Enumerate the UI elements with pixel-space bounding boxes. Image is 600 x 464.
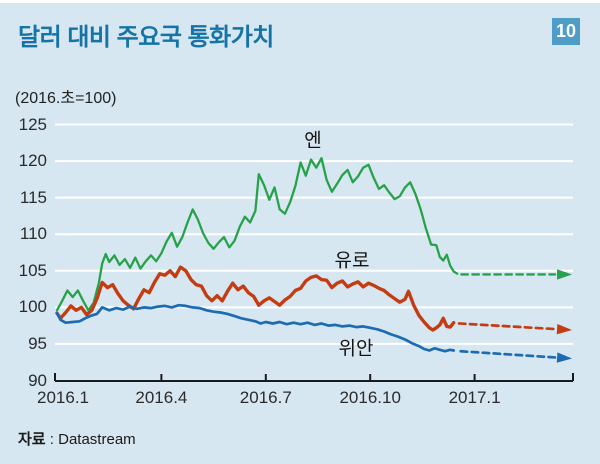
source-separator: : [45, 431, 59, 448]
source-label: 자료 [18, 431, 46, 448]
series-line [55, 157, 459, 312]
projection-dash [459, 349, 557, 359]
index-base-note: (2016.초=100) [15, 90, 117, 107]
figure-title: 달러 대비 주요국 통화가치 [18, 24, 274, 51]
top-border [0, 0, 600, 3]
source-note: 자료 : Datastream [18, 428, 136, 449]
source-name: Datastream [58, 431, 136, 448]
series-line [55, 265, 456, 332]
projection-arrowhead [556, 323, 573, 335]
projection-arrowhead [556, 352, 573, 363]
projection-dash [457, 322, 557, 331]
projection-arrowhead [557, 269, 573, 280]
figure-number-badge: 10 [552, 18, 580, 45]
series-line [55, 303, 456, 353]
